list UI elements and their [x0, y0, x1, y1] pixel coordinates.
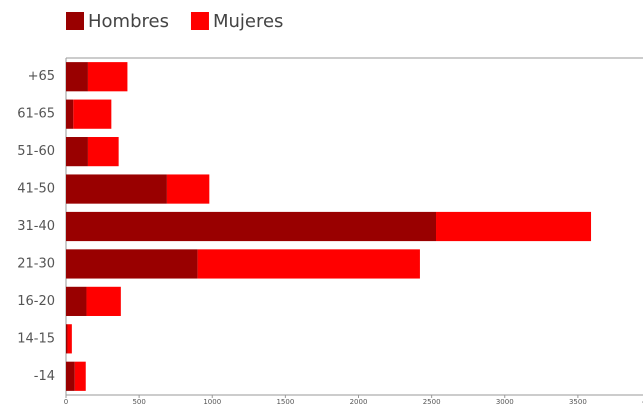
- bar: [197, 249, 420, 279]
- bar: [436, 211, 592, 242]
- legend-label: Mujeres: [213, 11, 283, 32]
- bar: [66, 99, 74, 129]
- bar: [66, 174, 167, 204]
- bar: [87, 137, 119, 167]
- legend-swatch: [190, 12, 209, 30]
- y-tick-label: 51-60: [17, 144, 55, 159]
- y-tick-label: 14-15: [17, 331, 55, 346]
- x-tick-label: 0: [64, 398, 68, 405]
- bar: [66, 211, 437, 242]
- bar: [67, 324, 72, 354]
- x-tick-label: 3000: [496, 398, 514, 405]
- bar: [87, 62, 128, 92]
- y-tick-label: +65: [28, 69, 55, 84]
- x-tick-label: 1000: [203, 398, 221, 405]
- bar: [66, 62, 88, 92]
- x-tick-label: 2500: [423, 398, 441, 405]
- x-tick-label: 3500: [569, 398, 587, 405]
- bar: [74, 361, 86, 391]
- y-tick-label: 21-30: [17, 256, 55, 271]
- x-tick-label: 2000: [350, 398, 368, 405]
- bar: [166, 174, 210, 204]
- y-tick-label: 61-65: [17, 107, 55, 122]
- y-tick-label: 31-40: [17, 219, 55, 234]
- bar: [66, 137, 88, 167]
- legend-label: Hombres: [88, 11, 169, 32]
- x-tick-label: 1500: [276, 398, 294, 405]
- bar: [73, 99, 112, 129]
- x-tick-label: 500: [132, 398, 145, 405]
- bar: [66, 249, 198, 279]
- bar: [86, 286, 121, 316]
- legend-swatch: [66, 12, 84, 30]
- y-tick-label: 41-50: [17, 182, 55, 197]
- y-tick-label: -14: [34, 369, 55, 384]
- bar: [66, 324, 68, 354]
- bar: [66, 286, 87, 316]
- bar: [66, 361, 75, 391]
- y-tick-label: 16-20: [17, 294, 55, 309]
